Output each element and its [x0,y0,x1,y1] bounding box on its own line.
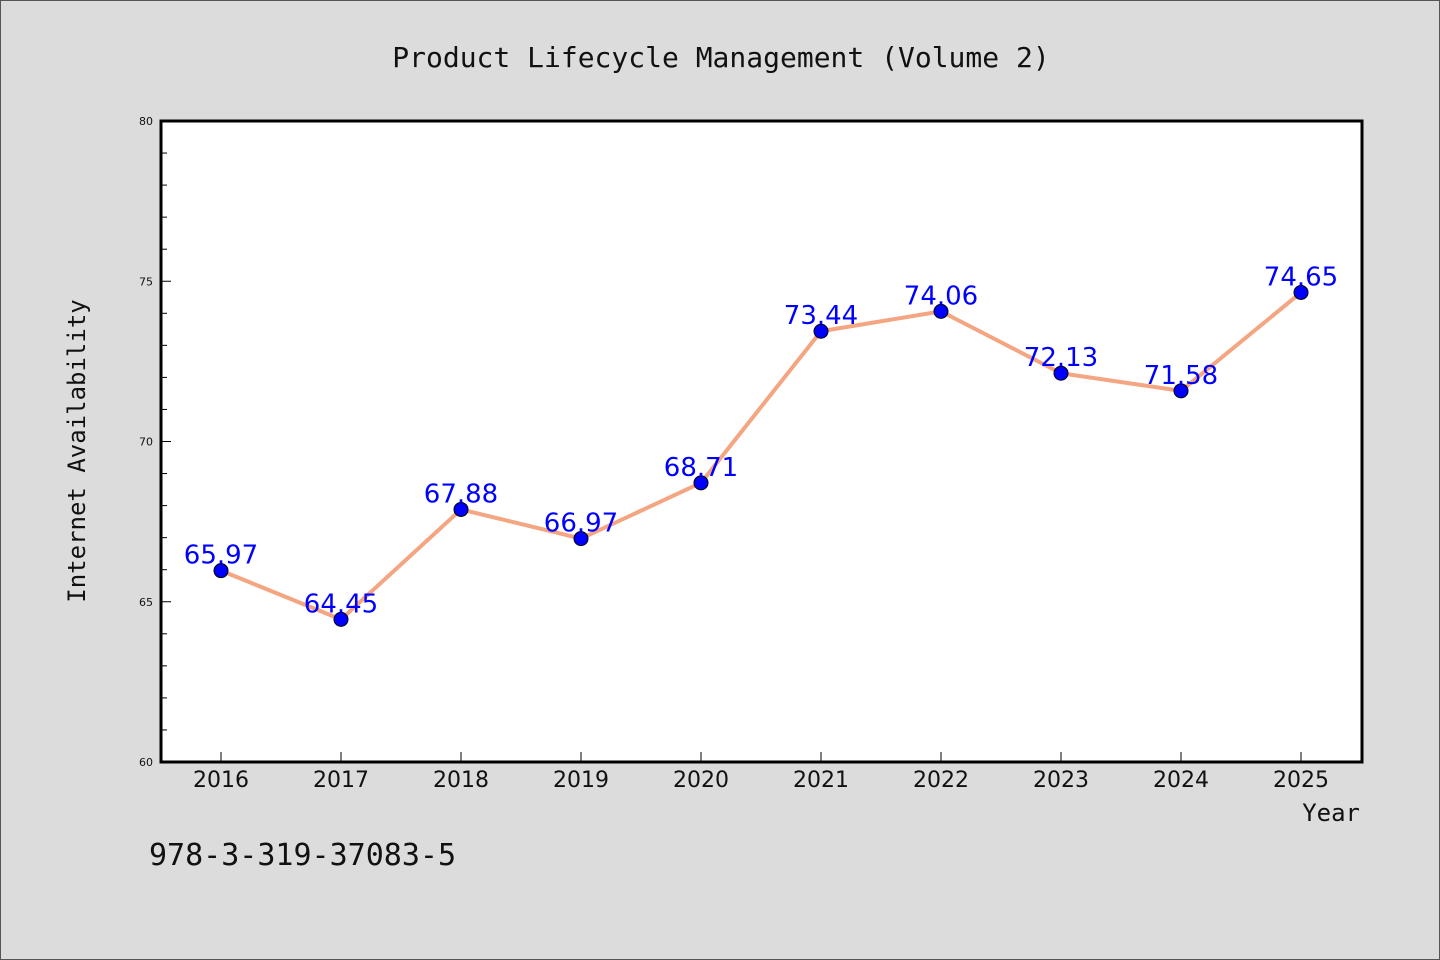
data-point [213,563,229,579]
data-label: 64.45 [304,589,378,619]
isbn-text: 978-3-319-37083-5 [149,838,456,873]
data-point [573,531,589,547]
series-line [220,290,1303,622]
chart-title: Product Lifecycle Management (Volume 2) [392,41,1049,74]
y-tick-label: 65 [139,596,153,609]
data-label: 65.97 [184,541,258,571]
y-tick-label: 70 [139,436,153,449]
data-point [1173,383,1189,399]
data-point [453,501,469,517]
y-tick-label: 80 [139,115,153,128]
data-label: 67.88 [424,479,498,509]
y-tick-label: 75 [139,275,153,288]
x-tick-label: 2017 [313,768,369,793]
data-label: 74.65 [1264,262,1338,292]
data-label: 72.13 [1024,343,1098,373]
data-point [333,611,349,627]
x-tick-label: 2021 [793,768,849,793]
data-point [933,303,949,319]
x-axis-label: Year [1302,799,1360,827]
plot-area [159,119,1364,764]
y-axis-label: Internet Availability [63,299,91,602]
data-label: 68.71 [664,453,738,483]
x-tick-label: 2025 [1273,768,1329,793]
data-label: 73.44 [784,301,858,331]
data-point [1053,365,1069,381]
data-point [693,475,709,491]
data-point [813,323,829,339]
y-axis: 60 65 70 75 80 [139,115,171,769]
series-layer: 65.97 64.45 67.88 66.97 68.71 73.44 74.06 72.13… [184,262,1338,627]
x-axis: 2016 2017 2018 2019 2020 2021 2022 2023 2024 2025 [193,752,1329,793]
y-tick-label: 60 [139,756,153,769]
data-point [1293,284,1309,300]
x-tick-label: 2019 [553,768,609,793]
x-tick-label: 2020 [673,768,729,793]
data-label: 74.06 [904,281,978,311]
x-tick-label: 2018 [433,768,489,793]
x-tick-label: 2023 [1033,768,1089,793]
data-label: 71.58 [1144,361,1218,391]
x-tick-label: 2016 [193,768,249,793]
x-tick-label: 2024 [1153,768,1209,793]
x-tick-label: 2022 [913,768,969,793]
data-label: 66.97 [544,509,618,539]
